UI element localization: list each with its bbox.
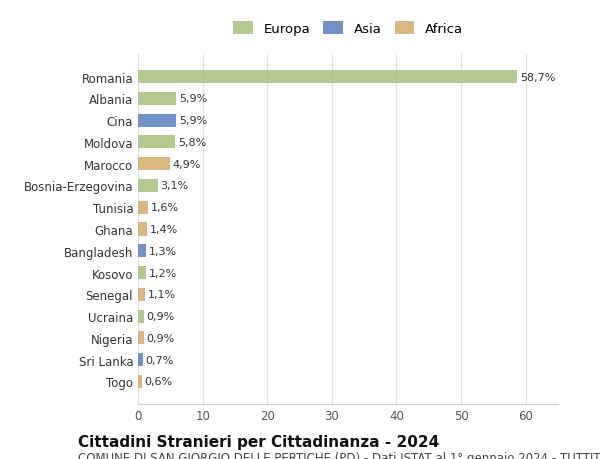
- Text: 5,8%: 5,8%: [178, 138, 206, 148]
- Bar: [138, 136, 175, 149]
- Bar: [138, 71, 517, 84]
- Text: COMUNE DI SAN GIORGIO DELLE PERTICHE (PD) - Dati ISTAT al 1° gennaio 2024 - TUTT: COMUNE DI SAN GIORGIO DELLE PERTICHE (PD…: [78, 451, 600, 459]
- Bar: [138, 266, 146, 280]
- Text: 58,7%: 58,7%: [520, 73, 555, 83]
- Text: 1,4%: 1,4%: [149, 224, 178, 235]
- Bar: [138, 288, 145, 301]
- Text: 1,2%: 1,2%: [148, 268, 176, 278]
- Text: 0,9%: 0,9%: [146, 333, 175, 343]
- Text: 4,9%: 4,9%: [172, 159, 200, 169]
- Text: Cittadini Stranieri per Cittadinanza - 2024: Cittadini Stranieri per Cittadinanza - 2…: [78, 434, 439, 449]
- Text: 1,1%: 1,1%: [148, 290, 176, 300]
- Bar: [138, 158, 170, 171]
- Bar: [138, 310, 144, 323]
- Text: 5,9%: 5,9%: [179, 94, 207, 104]
- Text: 0,9%: 0,9%: [146, 311, 175, 321]
- Bar: [138, 353, 143, 366]
- Bar: [138, 223, 147, 236]
- Text: 1,3%: 1,3%: [149, 246, 177, 256]
- Bar: [138, 114, 176, 128]
- Text: 3,1%: 3,1%: [161, 181, 189, 191]
- Text: 1,6%: 1,6%: [151, 203, 179, 213]
- Bar: [138, 245, 146, 258]
- Bar: [138, 331, 144, 345]
- Bar: [138, 179, 158, 193]
- Bar: [138, 93, 176, 106]
- Bar: [138, 375, 142, 388]
- Text: 0,6%: 0,6%: [145, 376, 173, 386]
- Legend: Europa, Asia, Africa: Europa, Asia, Africa: [227, 17, 469, 41]
- Text: 0,7%: 0,7%: [145, 355, 173, 365]
- Bar: [138, 201, 148, 214]
- Text: 5,9%: 5,9%: [179, 116, 207, 126]
